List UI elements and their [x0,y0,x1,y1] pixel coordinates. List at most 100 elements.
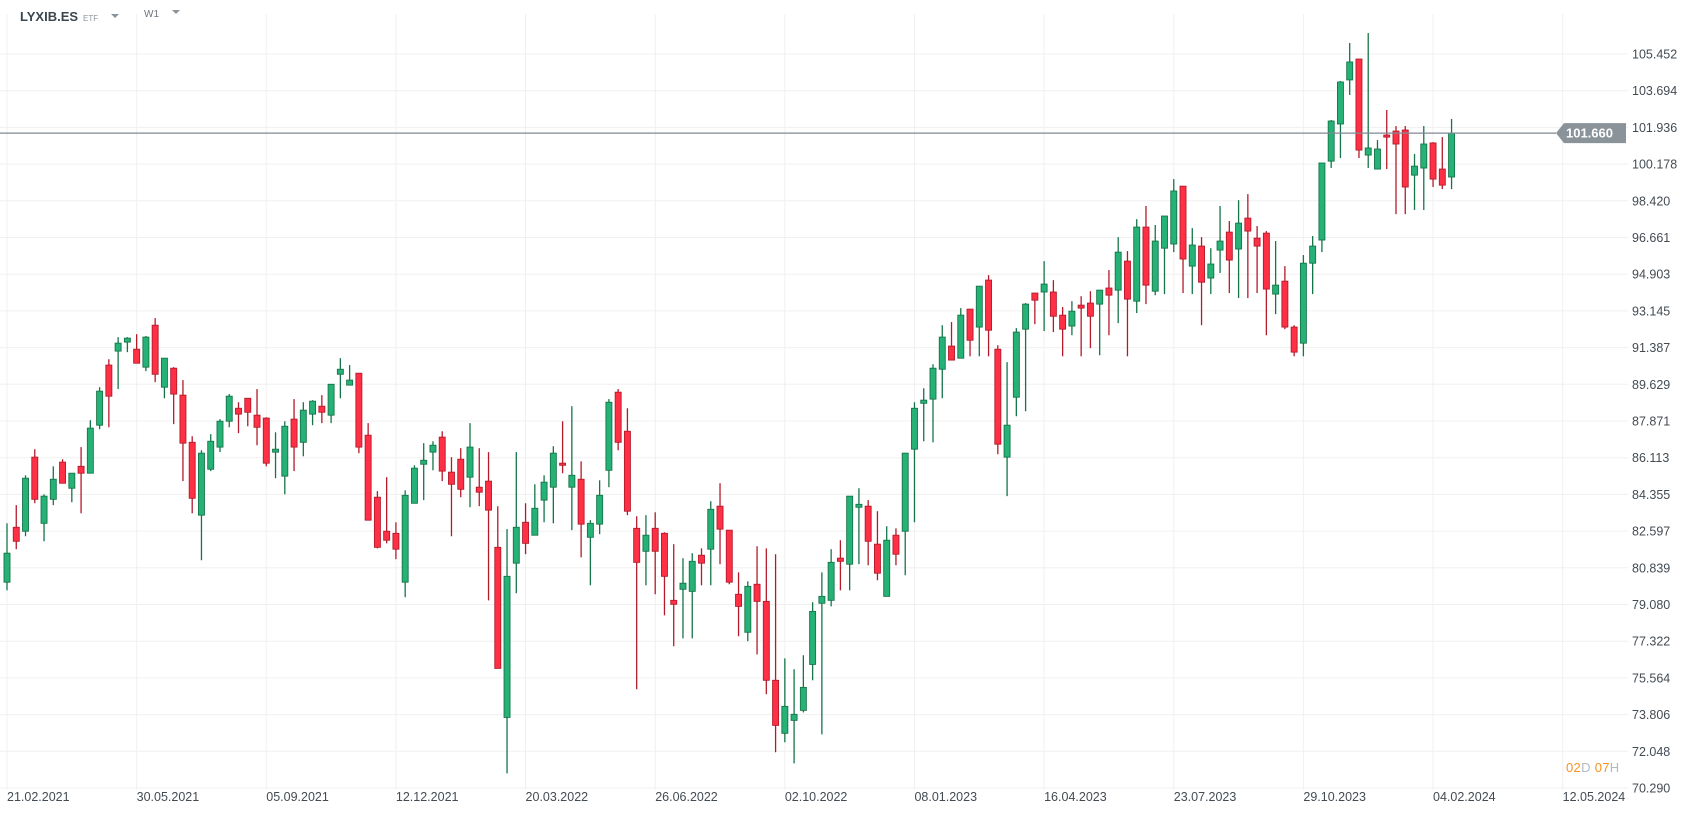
candle-down [948,322,955,361]
candle-up [401,490,409,598]
candle-down [318,395,326,424]
candle-body [772,679,780,726]
candle-body [938,336,946,370]
candle-body [86,427,94,474]
candle-body [1077,304,1085,309]
candle-body [207,440,215,470]
symbol-name: LYXIB.ES [20,9,79,24]
candle-up [1364,32,1372,169]
candle-up [410,465,418,504]
candle-body [892,534,900,555]
candle-body [151,324,159,375]
candle-up [3,523,11,591]
candle-down [448,457,455,537]
candle-up [281,421,289,495]
candle-body [762,600,770,681]
candle-body [346,379,354,386]
candle-body [901,452,909,532]
candle-body [985,279,993,331]
candle-down [364,423,372,521]
symbol-selector[interactable]: LYXIB.ES ETF [20,9,120,27]
candle-body [1327,120,1335,162]
candle-body [309,400,317,415]
candle-body [994,348,1002,445]
candle-body [799,686,807,711]
candle-down [994,345,1002,455]
candle-up [642,515,650,586]
candle-body [1281,280,1289,328]
candle-body [1124,260,1131,300]
candle-body [336,368,344,375]
candle-down [235,402,242,434]
candle-body [1133,226,1141,302]
candle-up [86,420,94,474]
candle-down [1401,126,1409,215]
candle-body [1179,185,1187,260]
candle-down [522,503,530,555]
candle-body [744,585,752,633]
candle-body [614,391,622,443]
candle-up [1309,236,1317,295]
candle-body [420,459,428,465]
candle-up [420,443,428,501]
candle-down [1392,126,1400,215]
timeframe-value: W1 [144,9,159,20]
candle-body [105,364,113,397]
y-tick-label: 103.694 [1632,84,1677,98]
candle-body [262,417,270,464]
candle-body [355,372,363,448]
candle-body [864,505,872,542]
y-tick-label: 77.322 [1632,635,1670,649]
candle-down [1105,270,1113,336]
candle-body [1420,143,1428,169]
candle-body [188,441,196,499]
y-tick-label: 100.178 [1632,158,1677,172]
time-axis[interactable]: 21.02.2021 30.05.2021 05.09.2021 12.12.2021… [7,790,1625,804]
candle-body [290,418,298,448]
candle-body [883,539,891,597]
candle-up [466,423,474,508]
y-tick-label: 82.597 [1632,525,1670,539]
candle-down [1262,231,1270,336]
candle-down [392,522,400,560]
price-axis[interactable]: 105.452 103.694 101.936 100.178 98.420 96.661… [1632,48,1677,796]
candle-body [1086,302,1094,317]
candle-body [198,452,205,516]
candle-down [290,399,298,472]
candle-up [1133,219,1141,314]
candle-body [1022,303,1030,330]
candle-body [809,610,817,665]
candle-body [503,575,511,718]
candle-down [985,275,993,357]
candle-body [485,480,492,511]
candle-body [77,465,85,474]
candle-down [12,505,20,550]
candle-down [1179,185,1187,294]
x-tick-label: 08.01.2023 [914,790,977,804]
y-tick-label: 105.452 [1632,48,1677,62]
chevron-down-icon [111,14,120,18]
candle-up [1299,255,1307,357]
candle-body [410,467,418,504]
candle-body [1105,287,1113,296]
candle-up [1114,237,1122,324]
candle-body [623,430,631,512]
candle-body [1374,148,1381,170]
x-tick-label: 26.06.2022 [655,790,718,804]
candle-up [938,325,946,399]
candle-down [1253,226,1261,294]
candle-up [1346,42,1354,95]
y-tick-label: 96.661 [1632,231,1670,245]
candle-body [1401,129,1409,188]
candle-body [49,478,57,500]
candle-down [1086,291,1094,349]
candle-body [1392,130,1400,145]
countdown-hours: 07 [1594,760,1610,775]
candle-body [327,383,335,416]
timeframe-selector[interactable]: W1 [144,9,180,27]
candle-body [448,471,455,485]
candle-body [661,532,668,577]
candle-body [1438,168,1446,186]
candle-body [244,397,252,413]
